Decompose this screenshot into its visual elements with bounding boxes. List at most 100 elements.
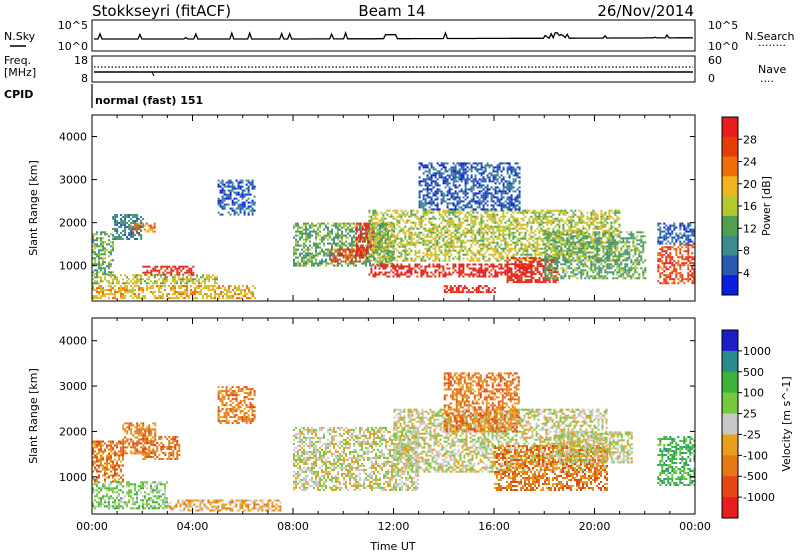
power-cell-11 [452,223,455,226]
power-cell-5 [190,271,193,274]
power-cell-13 [445,285,448,288]
power-cell-6 [253,201,256,204]
power-cell-11 [422,233,425,236]
power-cell-11 [478,239,481,242]
power-cell-0 [100,231,102,234]
power-cell-7 [309,244,311,247]
power-cell-10 [488,265,491,268]
power-cell-14 [524,281,527,284]
power-cell-0 [92,239,94,242]
power-cell-11 [380,219,383,222]
power-cell-4 [220,287,222,290]
power-cell-12 [516,200,519,203]
power-cell-11 [492,241,495,244]
power-cell-11 [598,221,601,224]
power-cell-7 [389,254,391,257]
power-cell-14 [530,263,533,266]
power-cell-12 [502,186,505,189]
power-cell-11 [432,237,435,240]
power-cell-5 [188,267,191,270]
power-cell-11 [418,219,421,222]
power-cell-11 [612,229,615,232]
power-cell-7 [339,244,341,247]
power-cell-11 [514,231,517,234]
power-cell-11 [540,251,543,254]
power-cell-11 [428,249,431,252]
power-cell-12 [422,178,425,181]
power-cell-12 [442,198,445,201]
power-cell-12 [468,168,471,171]
power-cell-14 [518,277,521,280]
power-cell-1 [134,234,137,236]
power-cell-2 [133,224,136,227]
power-cell-6 [239,187,242,190]
power-cell-15 [546,269,549,272]
power-cell-3 [214,280,216,283]
power-cell-10 [382,273,385,276]
power-cell-0 [94,257,96,260]
power-cell-7 [345,230,347,233]
power-cell-11 [436,239,439,242]
power-cell-11 [472,241,475,244]
power-cell-11 [610,259,613,262]
power-cell-10 [484,263,487,266]
power-cell-12 [464,192,467,195]
power-cell-11 [376,247,379,250]
power-cell-14 [508,271,511,274]
power-cell-10 [492,275,495,278]
power-cell-7 [313,256,315,259]
power-cell-7 [315,230,317,233]
power-cell-11 [420,259,423,262]
power-cell-7 [297,222,299,225]
power-cell-1 [136,232,139,234]
power-cell-11 [604,259,607,262]
power-cell-12 [462,192,465,195]
power-cell-11 [440,215,443,218]
power-cell-10 [476,275,479,278]
power-cell-10 [458,263,461,266]
power-cell-12 [462,200,465,203]
power-cell-7 [361,238,363,241]
power-cell-14 [548,281,551,284]
power-cell-11 [486,225,489,228]
power-cell-4 [232,295,234,298]
power-cell-11 [492,211,495,214]
power-cell-4 [172,297,174,300]
power-cell-11 [506,259,509,262]
power-cell-2 [147,228,150,231]
power-cell-10 [462,263,465,266]
power-cell-11 [370,217,373,220]
power-cell-11 [560,211,563,214]
power-cell-12 [478,172,481,175]
power-cell-11 [550,209,553,212]
power-cell-11 [432,215,435,218]
power-cell-11 [506,233,509,236]
power-cell-7 [379,234,381,237]
power-cell-4 [120,287,122,290]
power-cell-11 [492,221,495,224]
power-cell-12 [498,188,501,191]
power-cell-6 [251,213,254,216]
power-cell-7 [303,238,305,241]
power-cell-11 [512,211,515,214]
power-cell-12 [472,166,475,169]
power-cell-11 [554,237,557,240]
power-cell-11 [522,243,525,246]
power-cell-11 [462,217,465,220]
power-cell-4 [138,289,140,292]
power-cell-12 [426,176,429,179]
power-cell-11 [590,211,593,214]
power-cell-12 [500,170,503,173]
power-cell-4 [138,293,140,296]
power-cell-12 [432,168,435,171]
power-cell-9 [363,232,366,235]
power-cell-0 [104,261,106,264]
power-cell-11 [572,259,575,262]
power-cell-11 [400,241,403,244]
power-cell-11 [422,215,425,218]
power-cell-12 [506,182,509,185]
power-cell-12 [492,178,495,181]
power-cell-12 [474,174,477,177]
power-cell-7 [345,258,347,261]
power-cell-11 [460,223,463,226]
